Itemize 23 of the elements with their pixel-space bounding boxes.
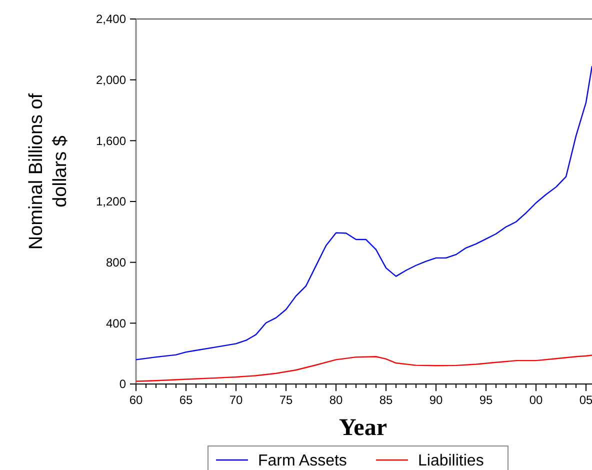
y-tick-label: 1,200 — [96, 194, 126, 209]
legend-label: Liabilities — [418, 452, 484, 470]
x-tick-label: 90 — [429, 393, 443, 407]
x-axis-title: Year — [339, 415, 388, 441]
y-tick-label: 2,400 — [96, 12, 126, 26]
x-tick-label: 05 — [579, 393, 592, 407]
y-tick-label: 1,600 — [96, 134, 126, 148]
x-tick-label: 85 — [379, 393, 393, 407]
x-tick-label: 95 — [479, 393, 493, 407]
y-tick-label: 400 — [106, 316, 126, 330]
x-tick-label: 65 — [179, 393, 193, 407]
y-tick-label: 0 — [119, 377, 126, 392]
x-tick-label: 75 — [279, 393, 293, 407]
y-tick-label: 800 — [106, 256, 126, 270]
legend-label: Farm Assets — [258, 452, 347, 470]
x-tick-label: 70 — [229, 393, 243, 407]
x-tick-label: 00 — [529, 393, 543, 407]
x-tick-label: 80 — [329, 393, 343, 407]
line-series — [135, 66, 592, 360]
y-axis-title: Nominal Billions of dollars $ — [26, 92, 71, 250]
line-series — [135, 354, 592, 382]
y-tick-label: 2,000 — [96, 73, 126, 88]
x-tick-label: 60 — [129, 393, 143, 407]
